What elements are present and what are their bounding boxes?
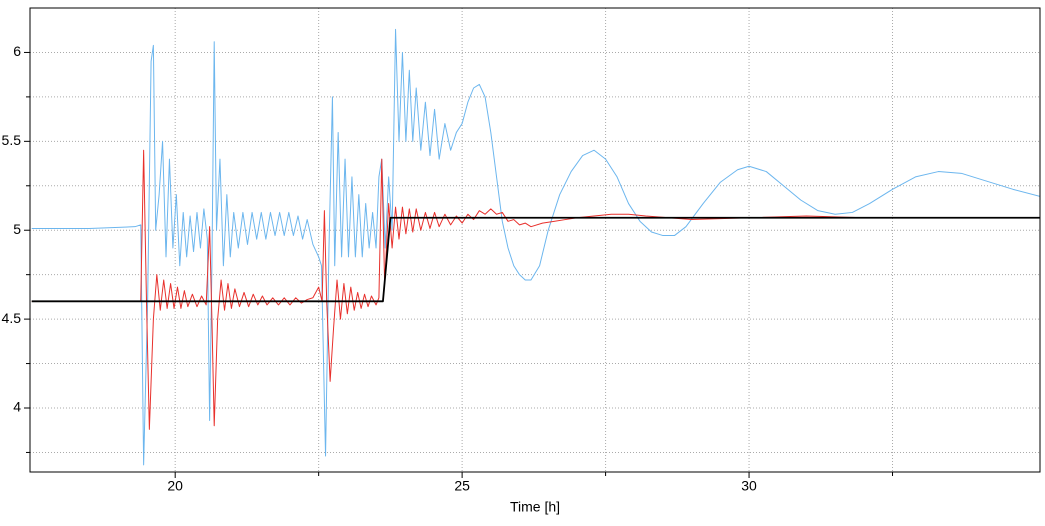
x-tick-label: 25: [454, 478, 470, 494]
series-line: [31, 149, 1040, 430]
y-tick-label: 4.5: [2, 310, 22, 326]
series-line: [31, 216, 1040, 303]
x-axis-label: Time [h]: [510, 499, 560, 515]
y-tick-label: 6: [13, 43, 21, 59]
series-line: [31, 28, 1040, 466]
y-tick-label: 5: [13, 221, 21, 237]
y-tick-label: 5.5: [2, 132, 22, 148]
plot-frame: [29, 7, 1041, 473]
x-tick-label: 20: [167, 478, 183, 494]
y-tick-label: 4: [13, 399, 21, 415]
x-tick-label: 30: [741, 478, 757, 494]
